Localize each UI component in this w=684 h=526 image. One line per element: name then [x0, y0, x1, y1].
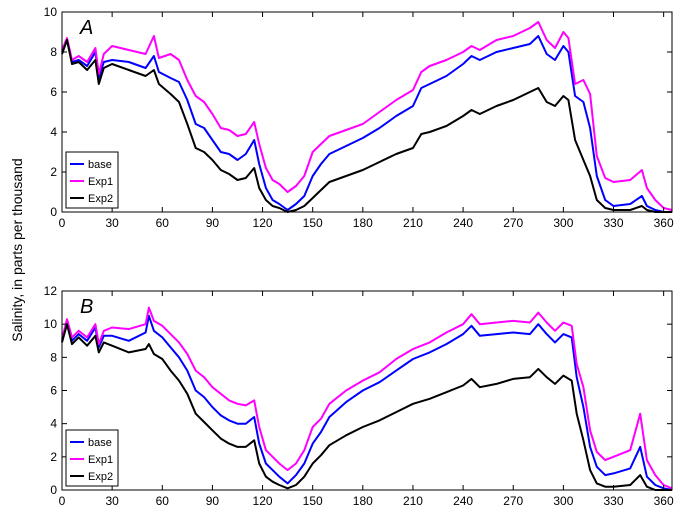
x-tick-label: 210 [403, 216, 423, 230]
x-tick-label: 180 [353, 216, 373, 230]
x-tick-label: 0 [59, 216, 66, 230]
series-line-Exp2 [61, 39, 672, 213]
x-tick-label: 30 [105, 216, 119, 230]
panel-label: B [80, 296, 93, 318]
x-tick-label: 60 [156, 216, 170, 230]
y-tick-label: 6 [50, 85, 57, 99]
x-tick-label: 120 [253, 216, 273, 230]
legend-label-Exp2: Exp2 [88, 193, 113, 205]
x-tick-label: 300 [553, 216, 573, 230]
x-tick-label: 330 [603, 494, 623, 508]
series-line-base [61, 314, 673, 491]
x-tick-label: 150 [303, 494, 323, 508]
x-tick-label: 150 [303, 216, 323, 230]
y-tick-label: 10 [44, 5, 58, 19]
x-tick-label: 330 [603, 216, 623, 230]
y-tick-label: 2 [50, 450, 57, 464]
x-tick-label: 240 [453, 216, 473, 230]
x-tick-label: 300 [553, 494, 573, 508]
y-tick-label: 2 [50, 165, 57, 179]
chart-panel-A: 0 30 60 90 120 150 180 210 240 270 300 330 360 0 2 4 6 8 1… [44, 5, 674, 230]
y-tick-label: 0 [50, 205, 57, 219]
legend: base Exp1 Exp2 [65, 151, 119, 209]
y-tick-label: 0 [50, 483, 57, 497]
x-tick-label: 0 [59, 494, 66, 508]
x-tick-label: 120 [253, 494, 273, 508]
legend-label-base: base [88, 437, 112, 449]
x-tick-label: 90 [206, 494, 220, 508]
x-tick-label: 60 [156, 494, 170, 508]
y-tick-label: 8 [50, 45, 57, 59]
y-tick-label: 12 [44, 284, 58, 298]
legend-label-Exp1: Exp1 [88, 454, 113, 466]
x-tick-label: 270 [503, 216, 523, 230]
y-axis-label: Salinity, in parts per thousand [9, 158, 25, 341]
legend-label-base: base [88, 159, 112, 171]
legend-label-Exp2: Exp2 [88, 471, 113, 483]
x-tick-label: 360 [654, 216, 674, 230]
x-tick-label: 360 [654, 494, 674, 508]
x-tick-label: 210 [403, 494, 423, 508]
series-line-base [61, 35, 672, 213]
y-tick-label: 8 [50, 350, 57, 364]
series-line-Exp2 [61, 323, 672, 491]
legend-label-Exp1: Exp1 [88, 176, 113, 188]
y-tick-label: 10 [44, 317, 58, 331]
x-tick-label: 30 [105, 494, 119, 508]
panel-label: A [79, 17, 93, 39]
x-tick-label: 90 [206, 216, 220, 230]
series-line-Exp1 [61, 21, 673, 211]
y-tick-label: 4 [50, 417, 57, 431]
x-tick-label: 180 [353, 494, 373, 508]
plot-frame [61, 11, 673, 213]
x-tick-label: 240 [453, 494, 473, 508]
legend: base Exp1 Exp2 [65, 429, 119, 487]
x-tick-label: 270 [503, 494, 523, 508]
y-tick-label: 6 [50, 384, 57, 398]
y-tick-label: 4 [50, 125, 57, 139]
series-line-Exp1 [61, 306, 673, 490]
chart-panel-B: 0 30 60 90 120 150 180 210 240 270 300 330 360 0 2 4 6 8 1… [44, 284, 674, 508]
